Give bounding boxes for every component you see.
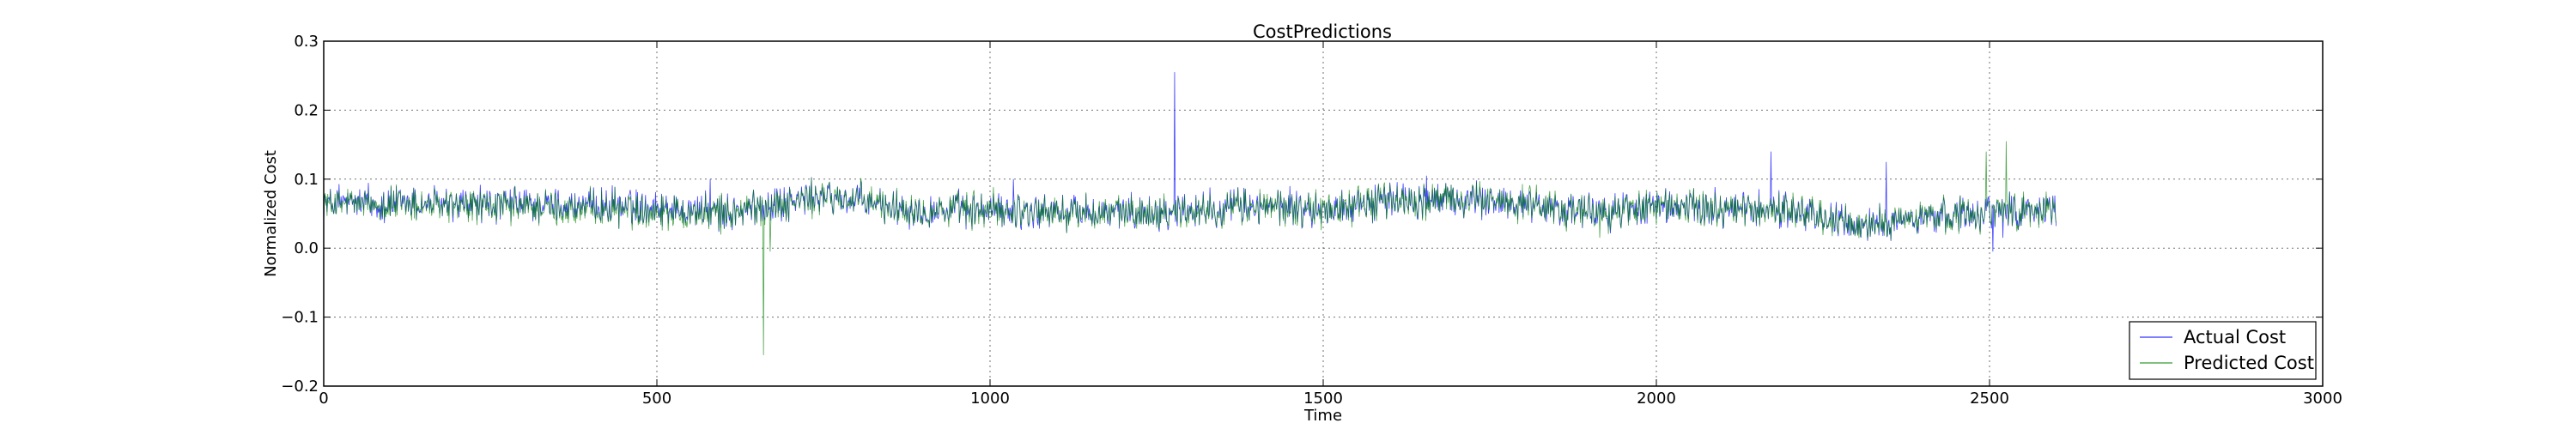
axis-ticks <box>323 40 2324 387</box>
y-tick-label: 0.0 <box>294 239 319 257</box>
y-tick-label: 0.3 <box>294 33 319 51</box>
x-axis-label: Time <box>1303 407 1342 425</box>
y-tick-label: 0.2 <box>294 101 319 119</box>
x-tick-labels: 0 500 1000 1500 2000 2500 3000 <box>319 390 2342 408</box>
legend-box <box>2129 321 2317 380</box>
x-tick-label: 0 <box>319 390 328 408</box>
legend-label-predicted: Predicted Cost <box>2184 353 2314 373</box>
x-tick-label: 500 <box>642 390 671 408</box>
series-line-predicted-cost <box>323 141 2057 355</box>
grid-lines <box>324 41 2323 386</box>
series-group <box>323 72 2057 355</box>
chart-title: CostPredictions <box>1253 21 1392 42</box>
y-axis-label: Normalized Cost <box>262 150 280 277</box>
x-tick-label: 2500 <box>1970 390 2009 408</box>
x-tick-label: 2000 <box>1637 390 1676 408</box>
x-tick-label: 1000 <box>970 390 1010 408</box>
y-tick-label: 0.1 <box>294 171 319 189</box>
y-tick-labels: −0.2 −0.1 0.0 0.1 0.2 0.3 <box>281 33 319 396</box>
y-tick-label: −0.2 <box>281 378 319 396</box>
series-line-actual-cost <box>323 72 2057 252</box>
x-tick-label: 1500 <box>1303 390 1343 408</box>
x-tick-label: 3000 <box>2303 390 2342 408</box>
y-tick-label: −0.1 <box>281 309 319 327</box>
legend-label-actual: Actual Cost <box>2184 327 2286 347</box>
legend: Actual Cost Predicted Cost <box>2129 321 2317 380</box>
